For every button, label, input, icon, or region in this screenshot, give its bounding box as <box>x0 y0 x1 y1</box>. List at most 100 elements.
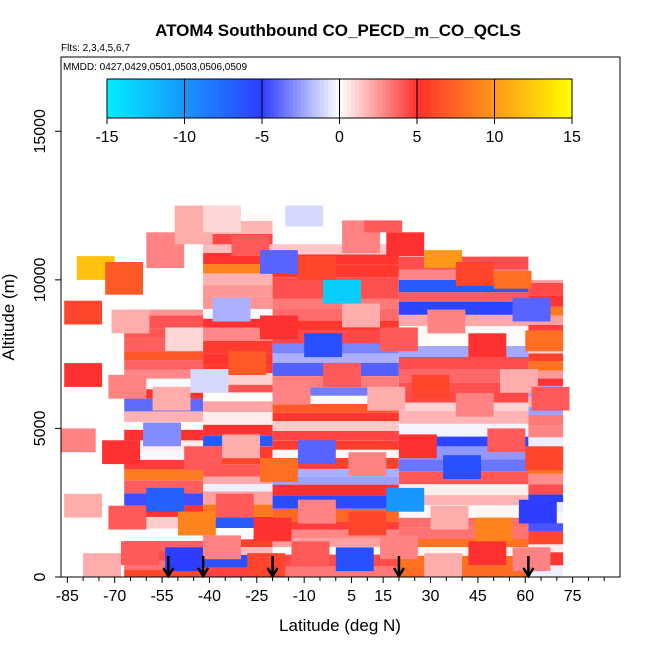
colorbar-segment <box>258 79 263 118</box>
heatmap-band-cell <box>124 516 204 529</box>
heatmap-band-cell <box>398 410 529 424</box>
heatmap-band-cell <box>272 484 399 496</box>
heatmap-band-cell <box>272 477 399 485</box>
colorbar-segment <box>560 79 565 118</box>
heatmap-cell <box>231 235 270 257</box>
heatmap-band-cell <box>124 569 204 577</box>
colorbar-segment <box>510 79 515 118</box>
colorbar-segment <box>552 79 558 118</box>
x-tick-label: 30 <box>422 588 440 605</box>
heatmap-cell <box>386 232 425 257</box>
heatmap-band-cell <box>528 370 564 379</box>
chart-subtitle-dates: MMDD: 0427,0429,0501,0503,0506,0509 <box>63 62 247 73</box>
heatmap-cell <box>323 279 361 304</box>
heatmap-cell <box>272 380 311 405</box>
colorbar-tick-label: 5 <box>413 129 422 146</box>
colorbar-segment <box>397 79 403 118</box>
colorbar-segment <box>517 79 523 118</box>
heatmap-band-cell <box>124 540 204 552</box>
heatmap-band-cell <box>203 392 273 402</box>
heatmap-band-cell <box>124 309 204 316</box>
heatmap-cell <box>291 541 330 566</box>
colorbar-segment <box>467 79 472 118</box>
colorbar-segment <box>544 79 550 118</box>
colorbar-segment <box>513 79 519 118</box>
colorbar-segment <box>358 79 364 118</box>
colorbar-segment <box>401 79 406 118</box>
colorbar-segment <box>451 79 457 118</box>
x-tick-label: -70 <box>103 588 126 605</box>
colorbar-segment <box>327 79 333 118</box>
colorbar-segment <box>293 79 298 118</box>
heatmap-band-cell <box>528 523 564 532</box>
colorbar-segment <box>161 79 166 118</box>
colorbar-segment <box>413 79 418 118</box>
heatmap-cell <box>83 553 121 577</box>
heatmap-band-cell <box>528 425 564 438</box>
heatmap-cell <box>430 505 469 530</box>
heatmap-band-cell <box>272 244 399 255</box>
heatmap-band-cell <box>528 494 564 503</box>
heatmap-band-cell <box>124 351 204 361</box>
heatmap-cell <box>111 309 150 334</box>
colorbar-segment <box>316 79 321 118</box>
x-tick-label: 60 <box>516 588 534 605</box>
colorbar-segment <box>463 79 468 118</box>
colorbar-segment <box>331 79 337 118</box>
heatmap-band-cell <box>398 527 529 539</box>
colorbar-segment <box>490 79 496 118</box>
heatmap-band-cell <box>124 411 204 422</box>
x-tick-label: -10 <box>293 588 316 605</box>
colorbar: -15 -10 -5 0 5 10 15 <box>95 78 581 146</box>
y-tick-label: 0 <box>32 572 49 581</box>
heatmap-cell <box>348 511 387 536</box>
x-tick-label: -40 <box>198 588 221 605</box>
heatmap-cell <box>190 369 229 393</box>
colorbar-segment <box>231 79 236 118</box>
y-tick-label: 5000 <box>32 411 49 447</box>
heatmap-band-cell <box>528 353 564 361</box>
colorbar-segment <box>110 79 116 118</box>
colorbar-segment <box>114 79 120 118</box>
profile-arrow-head <box>162 567 175 579</box>
heatmap-cell <box>364 220 403 233</box>
colorbar-segment <box>107 79 112 118</box>
heatmap-band-cell <box>272 387 399 396</box>
heatmap-band-cell <box>124 328 204 339</box>
colorbar-segment <box>529 79 534 118</box>
heatmap-band-cell <box>398 484 529 496</box>
colorbar-segment <box>393 79 399 118</box>
heatmap-band-cell <box>272 538 399 547</box>
heatmap-band-cell <box>124 369 204 379</box>
heatmap-cell <box>512 297 551 322</box>
heatmap-band-cell <box>528 378 564 386</box>
colorbar-segment <box>428 79 434 118</box>
colorbar-segment <box>203 79 209 118</box>
heatmap-band-cell <box>203 517 273 528</box>
colorbar-segment <box>180 79 186 118</box>
colorbar-segment <box>494 79 499 118</box>
colorbar-segment <box>130 79 135 118</box>
colorbar-tick-label: -10 <box>173 129 196 146</box>
heatmap-band-cell <box>398 382 529 391</box>
x-tick-label: 75 <box>564 588 582 605</box>
heatmap-cell <box>398 434 437 459</box>
heatmap-band-cell <box>124 378 204 390</box>
heatmap-band-cell <box>203 476 273 484</box>
colorbar-segment <box>312 79 317 118</box>
y-tick-label: 15000 <box>32 109 49 154</box>
heatmap-band-cell <box>203 340 273 354</box>
y-tick-label: 10000 <box>32 258 49 303</box>
colorbar-segment <box>207 79 213 118</box>
heatmap-band-cell <box>203 528 273 540</box>
colorbar-segment <box>281 79 286 118</box>
heatmap-cell <box>146 487 185 512</box>
colorbar-segment <box>374 79 379 118</box>
heatmap-band-cell <box>528 282 564 296</box>
colorbar-segment <box>521 79 527 118</box>
colorbar-segment <box>118 79 124 118</box>
heatmap-band-cell <box>203 424 273 436</box>
colorbar-segment <box>506 79 511 118</box>
colorbar-tick-label: 0 <box>335 129 344 146</box>
colorbar-segment <box>126 79 131 118</box>
